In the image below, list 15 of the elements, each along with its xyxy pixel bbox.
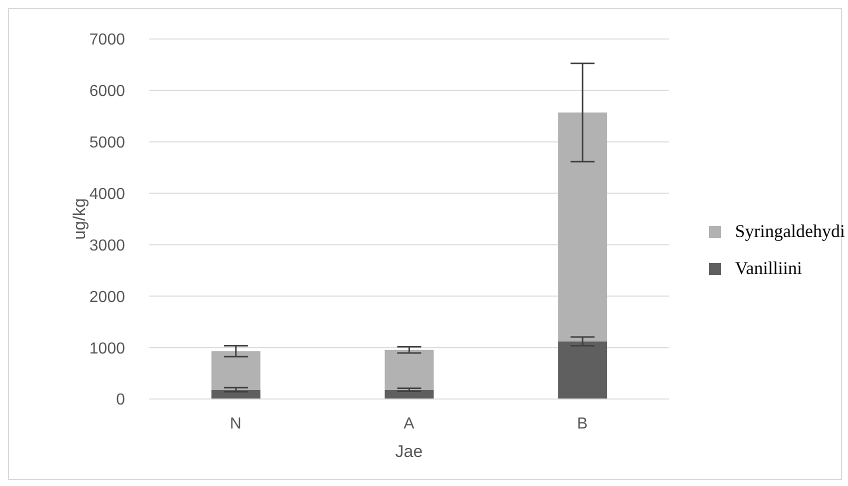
x-tick-label: N — [230, 415, 242, 432]
x-axis-title: Jae — [395, 442, 423, 461]
y-tick-label: 4000 — [89, 186, 126, 203]
y-tick-label: 1000 — [89, 340, 126, 358]
x-tick-label: B — [576, 415, 588, 432]
legend-label: Vanilliini — [735, 258, 802, 279]
x-tick-label: A — [404, 415, 415, 432]
y-tick-label: 2000 — [89, 288, 126, 306]
y-tick-label: 0 — [116, 392, 126, 409]
y-tick-label: 7000 — [89, 32, 126, 49]
y-tick-label: 6000 — [89, 83, 126, 100]
y-tick-label: 3000 — [89, 237, 126, 254]
y-tick-label: 5000 — [89, 134, 126, 152]
legend-label: Syringaldehydi — [735, 221, 845, 242]
y-axis-title: ug/kg — [70, 198, 90, 240]
